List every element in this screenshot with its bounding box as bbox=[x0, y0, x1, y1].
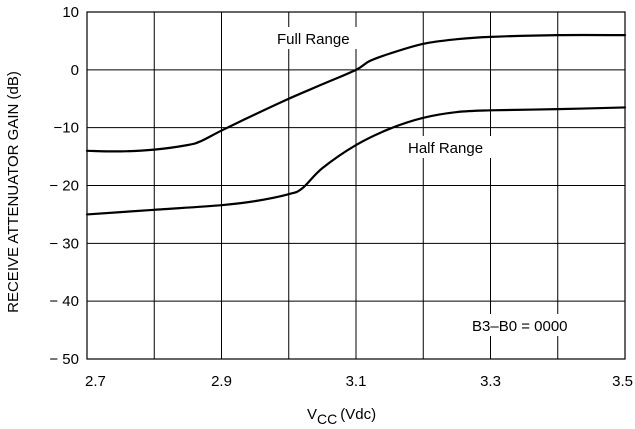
y-tick-label: − 50 bbox=[49, 351, 79, 368]
x-axis-label-unit: (Vdc) bbox=[340, 406, 376, 423]
y-tick-label: − 30 bbox=[49, 235, 79, 252]
y-tick-label: − 20 bbox=[49, 178, 79, 195]
x-tick-label: 2.9 bbox=[211, 373, 232, 390]
x-tick-label: 3.1 bbox=[346, 373, 367, 390]
data-series bbox=[85, 33, 627, 216]
y-tick-label: −10 bbox=[54, 120, 79, 137]
half-range-series-line bbox=[85, 106, 627, 216]
x-axis-label: VCC (Vdc) bbox=[307, 406, 376, 427]
grid-lines bbox=[86, 11, 626, 360]
half-range-label-bg bbox=[405, 136, 501, 158]
y-axis-label: RECEIVE ATTENUATOR GAIN (dB) bbox=[5, 71, 22, 313]
half-range-label: Half Range bbox=[408, 140, 483, 157]
x-tick-labels: 2.7 2.9 3.1 3.3 3.5 bbox=[85, 373, 633, 390]
plot-frame bbox=[86, 11, 626, 360]
x-axis-label-subscript: CC bbox=[317, 411, 337, 427]
y-tick-label: − 40 bbox=[49, 293, 79, 310]
full-range-label: Full Range bbox=[277, 31, 350, 48]
full-range-label-bg bbox=[274, 27, 372, 49]
condition-label: B3–B0 = 0000 bbox=[472, 318, 568, 335]
y-tick-label: 0 bbox=[71, 62, 79, 79]
x-tick-label: 2.7 bbox=[85, 373, 106, 390]
x-tick-label: 3.5 bbox=[612, 373, 633, 390]
y-tick-labels: 10 0 −10 − 20 − 30 − 40 − 50 bbox=[49, 4, 79, 368]
x-tick-label: 3.3 bbox=[480, 373, 501, 390]
x-axis-label-main: V bbox=[307, 406, 317, 423]
y-tick-label: 10 bbox=[62, 4, 79, 21]
condition-label-bg bbox=[470, 314, 592, 336]
full-range-series-line bbox=[85, 33, 627, 153]
